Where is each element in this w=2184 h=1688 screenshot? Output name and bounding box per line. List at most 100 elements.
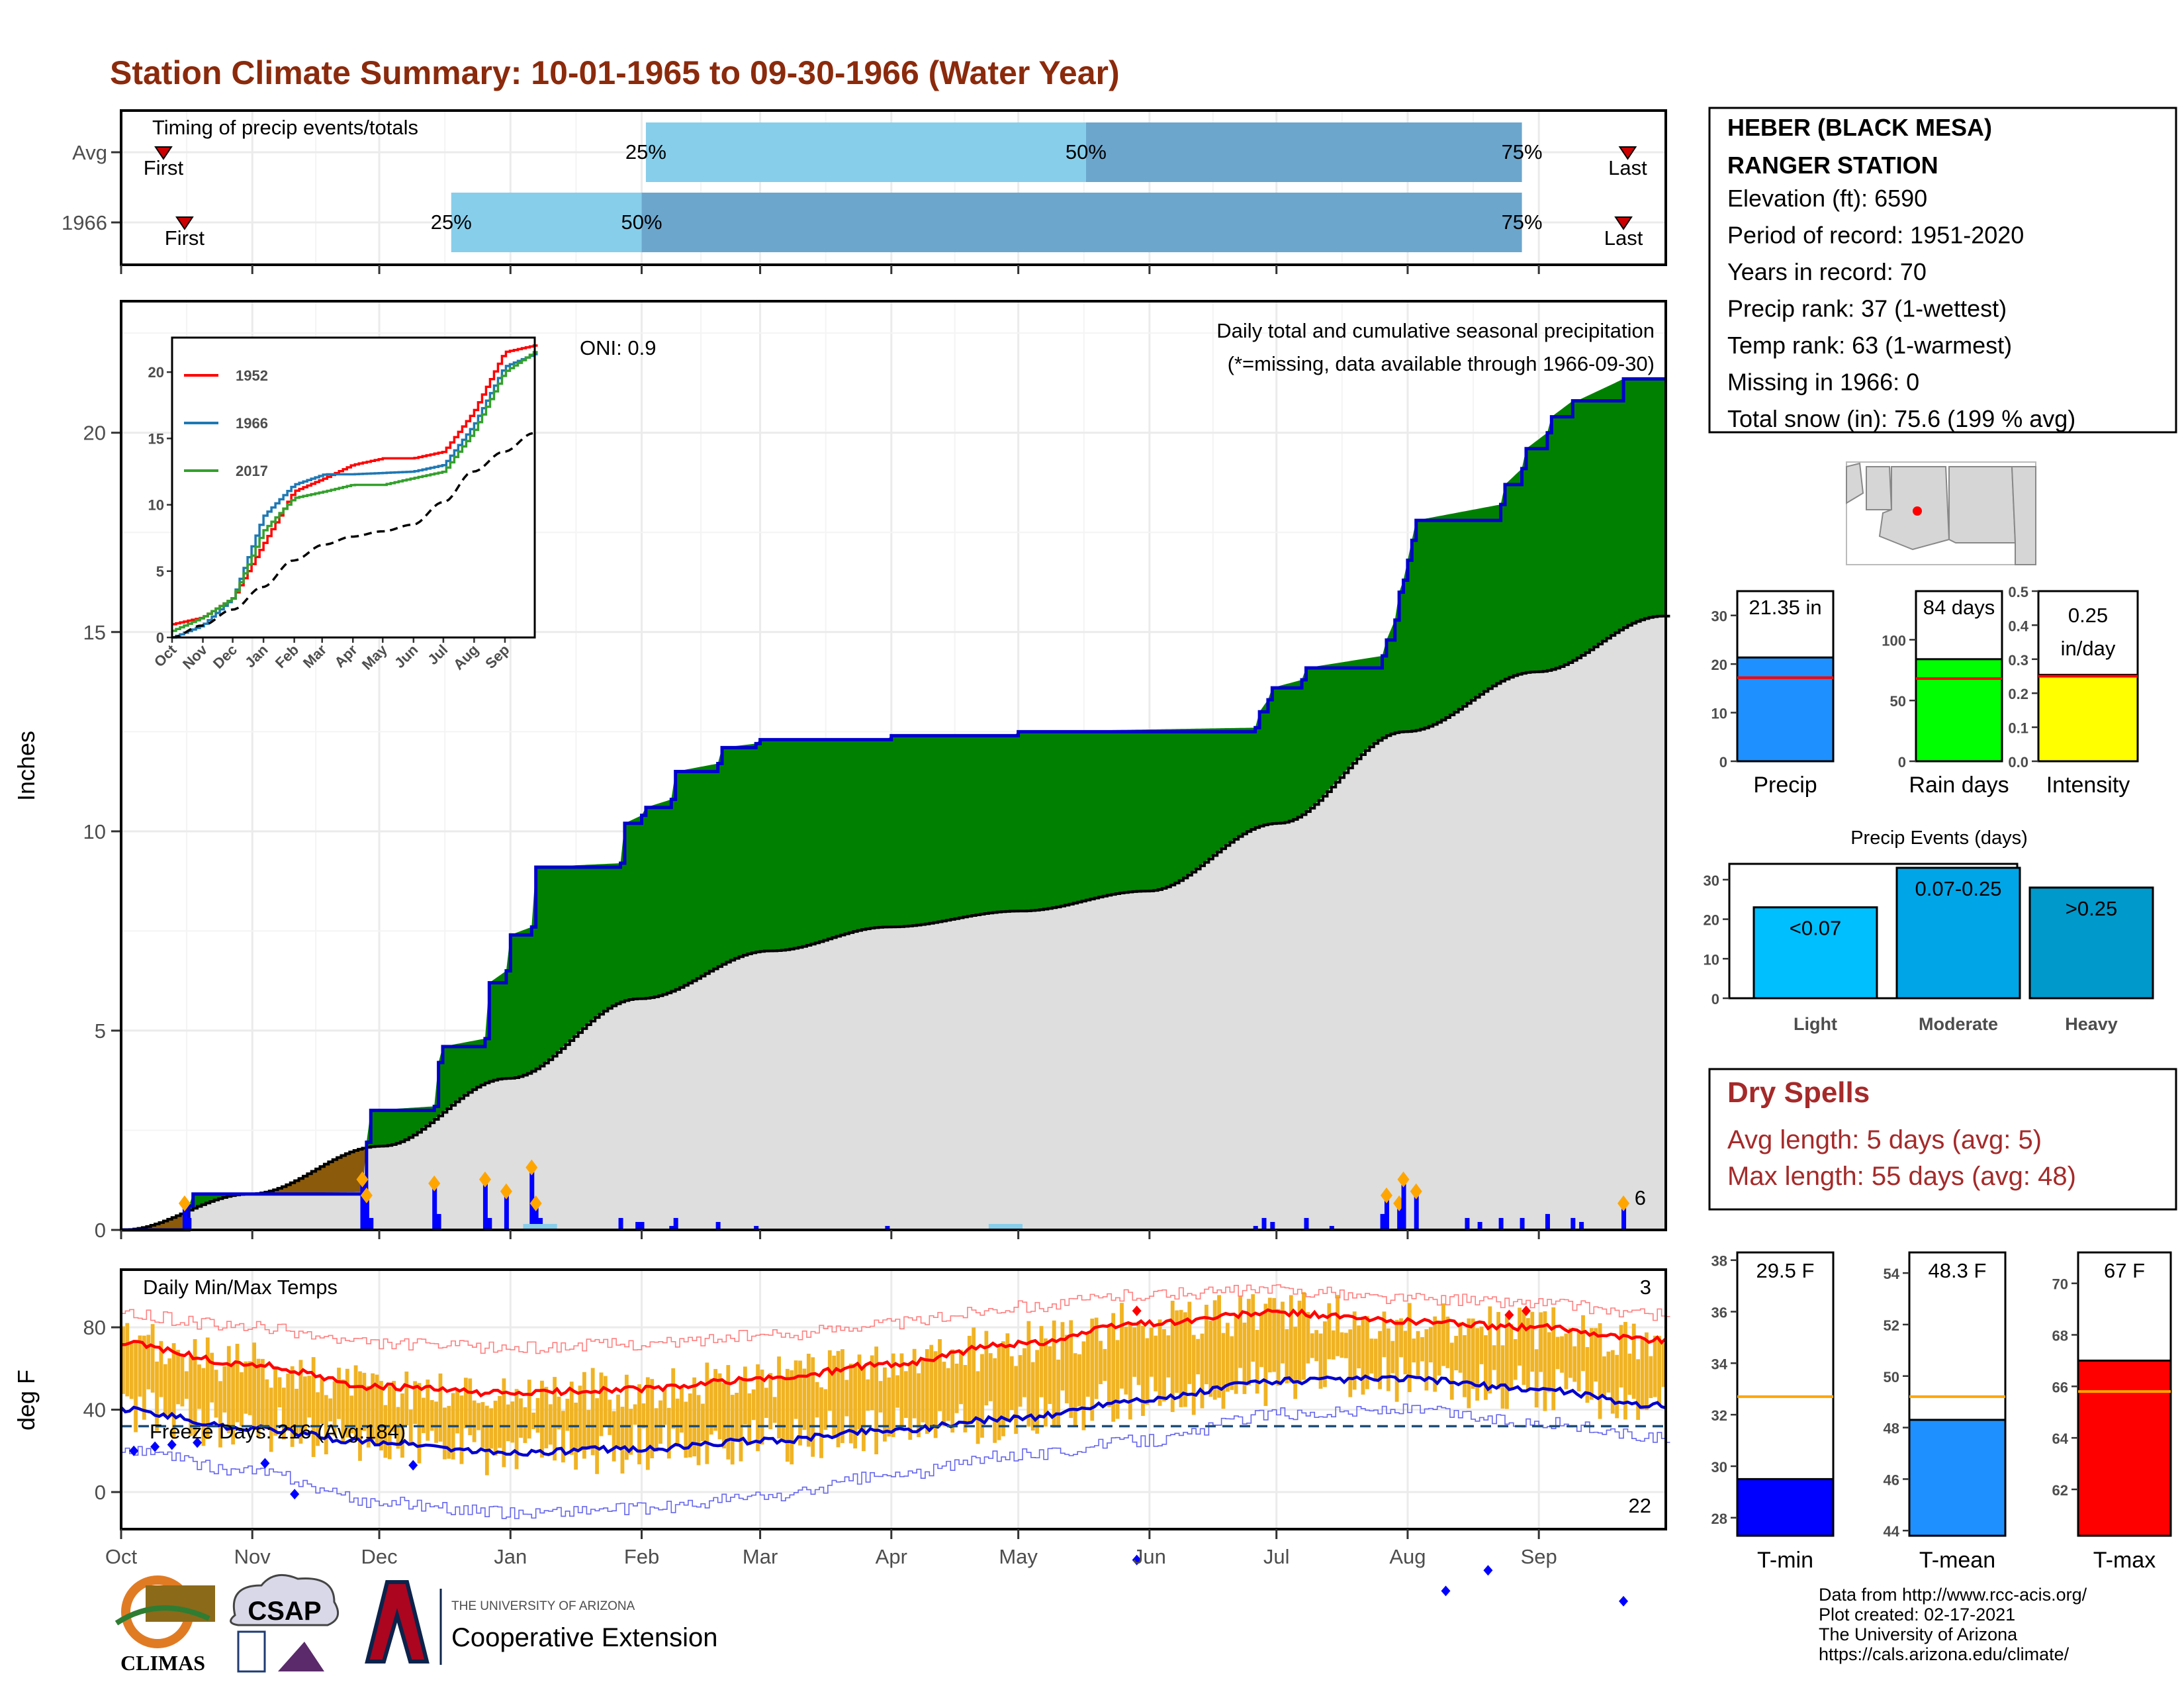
daily-temp-bar [874,1346,879,1454]
daily-temp-bar [637,1384,641,1465]
daily-temp-bar [341,1379,345,1441]
daily-temp-bar [273,1368,277,1436]
daily-precip-bar [1380,1213,1385,1230]
last-marker [1618,146,1637,160]
daily-temp-bar [498,1395,502,1448]
daily-temp-bar [1441,1303,1445,1366]
tbar-ytick: 50 [1884,1369,1899,1385]
month-label: Jan [494,1545,527,1568]
daily-temp-bar [997,1345,1001,1440]
daily-temp-bar [298,1360,303,1444]
daily-temp-bar [722,1383,726,1449]
info-line: Elevation (ft): 6590 [1727,185,1927,212]
daily-temp-bar [1023,1348,1026,1397]
daily-temp-bar [1445,1316,1450,1368]
record-low-marker [1441,1585,1451,1597]
daily-temp-bar [1081,1341,1086,1430]
daily-temp-bar [1128,1322,1132,1420]
daily-temp-bar [760,1369,764,1445]
daily-temp-bar [408,1409,413,1446]
daily-temp-bar [1619,1325,1623,1387]
daily-temp-bar [1369,1338,1374,1374]
daily-temp-bar [1204,1305,1208,1385]
daily-temp-bar [1259,1313,1263,1368]
daily-temp-bar [1484,1335,1488,1400]
daily-temp-bar [1564,1333,1569,1389]
footer-line: The University of Arizona [1819,1624,2018,1644]
footer-credits: Data from http://www.rcc-acis.org/Plot c… [1819,1585,2087,1664]
daily-temp-bar [836,1350,841,1448]
daily-temp-bar [1246,1299,1251,1385]
inset-series-2017 [172,351,538,632]
daily-temp-bar [1314,1330,1319,1362]
daily-temp-bar [1518,1307,1522,1366]
daily-temp-bar [1124,1327,1128,1395]
ytick-label: 0 [95,1481,106,1504]
month-label: Mar [743,1545,778,1568]
daily-temp-bar [866,1379,870,1411]
daily-temp-bar [1302,1291,1306,1380]
daily-temp-bar [938,1338,942,1411]
tbar-ytick: 62 [2052,1482,2068,1499]
daily-precip-bar [1384,1197,1389,1230]
location-map [1846,461,2036,565]
daily-temp-bar [1640,1336,1645,1410]
daily-temp-bar [917,1373,921,1438]
daily-temp-bar [320,1378,324,1424]
daily-temp-bar [561,1411,565,1463]
summary-ytick: 30 [1711,608,1727,625]
last-marker [1614,216,1633,230]
daily-temp-bar [709,1378,713,1435]
daily-temp-bar [1276,1309,1281,1386]
daily-temp-bar [1428,1327,1433,1363]
last-label: Last [1604,226,1643,250]
daily-temp-bar [1179,1309,1183,1407]
daily-temp-bar [1154,1335,1158,1391]
daily-temp-bar [535,1397,540,1433]
daily-temp-bar [1627,1353,1632,1395]
daily-precip-bar [1270,1221,1275,1230]
summary-ytick: 0.3 [2008,652,2028,669]
daily-temp-bar [477,1403,480,1430]
daily-temp-bar [142,1335,146,1420]
daily-temp-bar [899,1353,904,1430]
timing-bar-q3 [1085,122,1522,182]
daily-temp-bar [1242,1323,1247,1394]
daily-temp-bar [726,1365,731,1460]
daily-temp-bar [1555,1336,1560,1370]
daily-temp-bar [163,1364,167,1417]
inset-legend-label: 1966 [236,415,268,432]
events-ytick: 0 [1711,991,1719,1008]
daily-precip-bar [187,1217,192,1230]
timing-panel: 25% 50% 75% First Last Avg 25% 50% 75% First Last 1… [62,109,1667,266]
summary-value: 21.35 in [1749,596,1821,619]
daily-precip-bar [1621,1205,1627,1230]
daily-temp-bar [383,1405,388,1458]
daily-temp-bar [1073,1353,1077,1427]
snow-marker [360,1187,373,1203]
daily-temp-bar [853,1364,858,1449]
csap-cloud-icon [230,1573,340,1626]
daily-temp-bar [1099,1340,1103,1384]
tbar-name: T-mean [1919,1548,1995,1573]
daily-temp-bar [1416,1331,1420,1376]
daily-temp-bar [692,1377,697,1457]
snow-marker [1617,1195,1630,1211]
daily-temp-bar [1212,1300,1217,1400]
daily-temp-bar [1606,1351,1611,1393]
daily-temp-bar [701,1403,705,1442]
daily-precip-bar [482,1182,488,1230]
ua-main-text: Cooperative Extension [451,1623,717,1652]
daily-temp-bar [891,1353,895,1437]
daily-temp-bar [1005,1333,1010,1422]
daily-temp-bar [324,1395,328,1455]
ua-top-text: THE UNIVERSITY OF ARIZONA [451,1599,635,1613]
daily-temp-bar [1488,1306,1492,1394]
daily-temp-bar [468,1378,473,1436]
daily-temp-bar [739,1376,743,1462]
first-label: First [144,156,184,179]
daily-temp-bar [387,1386,392,1460]
daily-temp-bar [641,1403,646,1429]
daily-temp-bar [1327,1303,1332,1360]
daily-temp-bar [806,1354,811,1447]
